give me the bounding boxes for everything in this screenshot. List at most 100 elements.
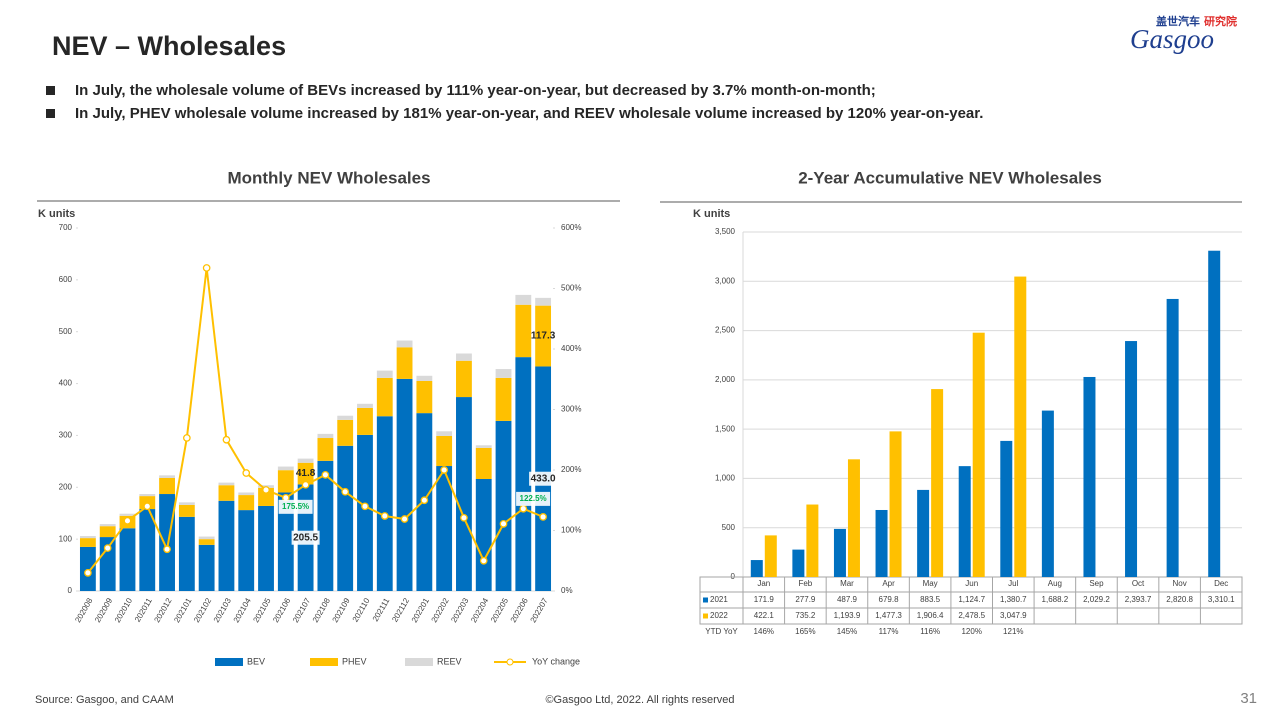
bar-segment <box>218 485 235 501</box>
bar <box>1083 376 1096 577</box>
x-tick-label: 202010 <box>113 596 134 624</box>
bar-segment <box>495 377 512 421</box>
y-tick-label: 2,000 <box>715 375 736 384</box>
table-cell: 277.9 <box>795 595 816 604</box>
y-tick-label: 500 <box>59 327 73 336</box>
table-cell: 679.8 <box>879 595 900 604</box>
label-box <box>516 491 551 506</box>
bar-segment <box>119 528 136 591</box>
y2-tick-label: 0% <box>561 586 573 595</box>
yoy-marker <box>519 504 528 513</box>
source-note: Source: Gasgoo, and CAAM <box>35 694 174 706</box>
table-cell: 1,906.4 <box>917 611 944 620</box>
x-tick-label: 202105 <box>251 596 272 624</box>
bar-segment <box>495 420 512 591</box>
x-tick-label: 202203 <box>449 596 470 624</box>
x-tick-label: 202206 <box>509 596 530 624</box>
bar-segment <box>436 435 453 467</box>
y-tick-label: 0 <box>68 586 73 595</box>
bar-segment <box>99 526 116 538</box>
x-tick-label: 202008 <box>73 596 94 624</box>
logo-brand: Gasgoo <box>1130 24 1214 54</box>
bar-segment <box>178 504 195 517</box>
legend-swatch <box>405 658 433 666</box>
yoy-marker <box>499 519 508 528</box>
bar-segment <box>436 466 453 591</box>
yoy-marker <box>103 544 112 552</box>
legend-swatch <box>215 658 243 666</box>
bar-segment <box>515 294 532 305</box>
yoy-marker <box>479 556 488 565</box>
bullet-text: In July, PHEV wholesale volume increased… <box>75 105 983 122</box>
bar <box>875 509 888 577</box>
copyright: ©Gasgoo Ltd, 2022. All rights reserved <box>545 694 734 706</box>
bar <box>806 504 819 577</box>
bar-segment <box>515 304 532 358</box>
bar <box>792 549 805 577</box>
legend-label: PHEV <box>342 656 367 666</box>
bar-segment <box>376 377 393 417</box>
bar-segment <box>159 475 175 478</box>
table-row-label: YTD YoY <box>705 627 738 636</box>
legend-label: YoY change <box>532 656 580 666</box>
x-tick-label: 202110 <box>351 596 372 624</box>
bar-segment <box>79 538 96 547</box>
x-tick-label: Dec <box>1214 579 1228 588</box>
bar <box>1125 341 1138 577</box>
x-tick-label: 202112 <box>390 596 411 624</box>
bar-segment <box>317 438 334 461</box>
yoy-marker <box>361 502 369 511</box>
table-cell: 116% <box>920 627 940 636</box>
bar-segment <box>198 544 215 591</box>
legend-label: 2022 <box>710 611 728 620</box>
bar-segment <box>258 505 274 591</box>
bar-segment <box>456 360 472 398</box>
y-tick-label: 600 <box>59 275 73 284</box>
bar-segment <box>159 494 175 591</box>
yoy-marker <box>242 469 251 477</box>
yoy-marker <box>380 512 389 520</box>
bar-segment <box>198 536 215 540</box>
y2-tick-label: 300% <box>561 405 581 414</box>
bar <box>847 459 860 577</box>
table-cell: 2,393.7 <box>1125 595 1152 604</box>
y-axis-label: K units <box>38 208 75 220</box>
bar-segment <box>79 546 96 591</box>
x-tick-label: 202101 <box>172 596 193 624</box>
page-number: 31 <box>1240 690 1257 707</box>
table-cell: 883.5 <box>920 595 941 604</box>
x-tick-label: 202205 <box>489 596 510 624</box>
y-tick-label: 2,500 <box>715 326 736 335</box>
table-cell: 422.1 <box>754 611 775 620</box>
bar-segment <box>218 482 235 486</box>
legend-label: BEV <box>247 656 265 666</box>
bar-segment <box>297 462 314 485</box>
bullet-icon <box>46 109 55 118</box>
table-cell: 3,310.1 <box>1208 595 1235 604</box>
bar-segment <box>456 353 472 361</box>
bar-segment <box>357 407 373 435</box>
table-cell: 121% <box>1003 627 1023 636</box>
y2-tick-label: 600% <box>561 223 581 232</box>
data-label: 117.3 <box>531 331 556 342</box>
table-cell: 3,047.9 <box>1000 611 1027 620</box>
x-tick-label: 202103 <box>212 596 233 624</box>
bar <box>972 332 985 577</box>
x-tick-label: Feb <box>798 579 812 588</box>
y-tick-label: 1,500 <box>715 424 736 433</box>
table-cell: 2,820.8 <box>1166 595 1193 604</box>
bar-segment <box>337 419 354 446</box>
x-tick-label: 202011 <box>133 596 154 624</box>
y-tick-label: 300 <box>59 431 73 440</box>
table-cell: 145% <box>837 627 857 636</box>
yoy-marker <box>341 487 350 496</box>
bar <box>889 431 902 577</box>
y-tick-label: 700 <box>59 223 73 232</box>
x-tick-label: Sep <box>1089 579 1104 588</box>
y-tick-label: 400 <box>59 379 73 388</box>
logo-chinese: 盖世汽车 <box>1156 14 1200 28</box>
legend-swatch <box>703 613 708 619</box>
bar-segment <box>475 478 492 591</box>
bullet-text: In July, the wholesale volume of BEVs in… <box>75 82 876 99</box>
table-cell: 1,477.3 <box>875 611 902 620</box>
